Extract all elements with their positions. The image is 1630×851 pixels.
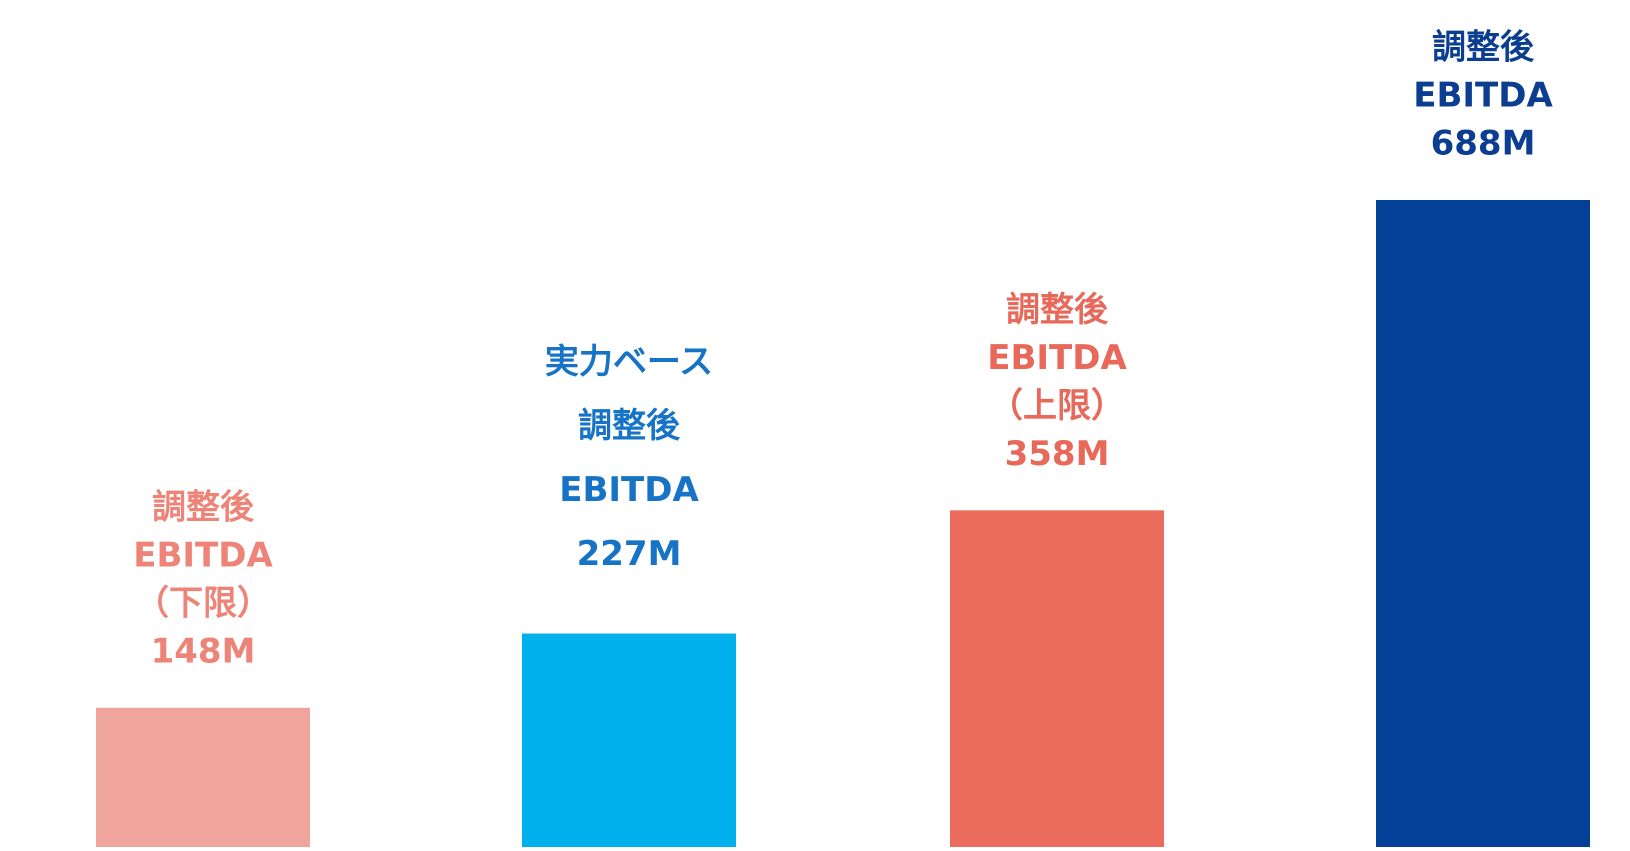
category-label: 調整後	[578, 406, 681, 446]
bar	[96, 707, 310, 847]
category-label: 調整後	[1432, 28, 1535, 68]
category-label: EBITDA	[1413, 76, 1553, 116]
category-label: 調整後	[1006, 290, 1109, 330]
bar	[950, 510, 1164, 847]
category-label: （下限）	[135, 583, 271, 623]
value-label: 148M	[151, 631, 256, 671]
category-label: EBITDA	[987, 338, 1127, 378]
value-label: 358M	[1005, 434, 1110, 474]
category-label: （上限）	[989, 386, 1125, 426]
bar	[522, 633, 736, 847]
category-label: 調整後	[152, 487, 255, 527]
category-label: 実力ベース	[545, 342, 713, 382]
category-label: EBITDA	[559, 470, 699, 510]
value-label: 688M	[1431, 124, 1536, 164]
bar	[1376, 200, 1590, 847]
category-label: EBITDA	[133, 535, 273, 575]
value-label: 227M	[577, 534, 682, 574]
